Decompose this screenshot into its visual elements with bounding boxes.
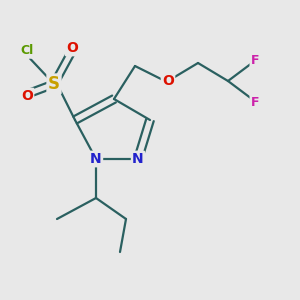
Text: O: O (66, 41, 78, 55)
Text: O: O (21, 89, 33, 103)
Text: N: N (90, 152, 102, 166)
Text: O: O (162, 74, 174, 88)
Text: N: N (132, 152, 144, 166)
Text: F: F (251, 95, 259, 109)
Text: Cl: Cl (20, 44, 34, 58)
Text: F: F (251, 53, 259, 67)
Text: S: S (48, 75, 60, 93)
